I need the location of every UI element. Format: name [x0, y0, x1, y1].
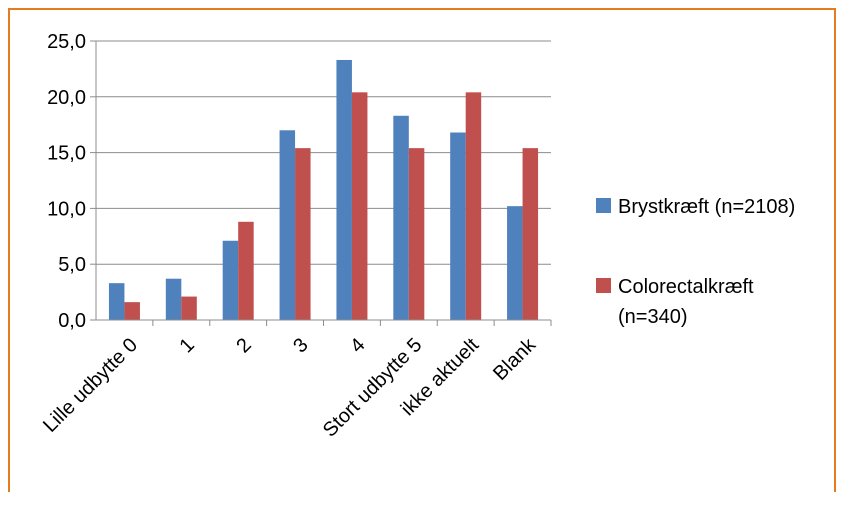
legend-label-series-2-cont: (n=340): [618, 306, 688, 328]
bar-series-2: [295, 148, 311, 320]
legend-swatch-series-1: [596, 198, 611, 213]
y-tick-label: 25,0: [47, 31, 86, 53]
bar-series-1: [507, 206, 523, 320]
legend-label-series-2: Colorectalkræft: [618, 276, 754, 298]
y-tick-label: 10,0: [47, 198, 86, 220]
bar-series-2: [238, 221, 254, 320]
gridlines: [96, 40, 551, 265]
x-tick-label: Blank: [489, 333, 541, 385]
bar-series-2: [181, 296, 197, 320]
y-tick-label: 20,0: [47, 87, 86, 109]
y-tick-label: 5,0: [58, 254, 86, 276]
legend-swatch-series-2: [596, 278, 611, 293]
y-tick-label: 15,0: [47, 143, 86, 165]
bar-series-1: [279, 130, 296, 320]
x-tick-label: 3: [289, 334, 312, 357]
x-tick-label: 4: [346, 334, 369, 357]
bar-series-1: [222, 240, 239, 320]
x-tick-label: Stort udbytte 5: [319, 334, 427, 442]
bar-series-2: [124, 302, 140, 320]
bar-series-1: [450, 132, 466, 320]
bar-series-1: [336, 59, 352, 321]
bar-series-1: [393, 115, 409, 320]
legend-label-series-1: Brystkræft (n=2108): [618, 196, 795, 218]
x-tick-label: Lille udbytte 0: [39, 334, 142, 437]
bar-series-2: [465, 92, 482, 320]
y-tick-label: 0,0: [58, 310, 86, 332]
bar-series-2: [351, 92, 368, 320]
legend: Brystkræft (n=2108) Colorectalkræft (n=3…: [596, 196, 795, 328]
bar-series-2: [408, 148, 425, 320]
bar-series-1: [108, 283, 125, 320]
bar-series-2: [522, 148, 539, 320]
bar-series-1: [165, 278, 182, 320]
bars: [108, 59, 539, 321]
x-tick-label: 1: [175, 334, 198, 357]
x-tick-label: 2: [232, 334, 255, 357]
chart-frame: [8, 8, 836, 492]
